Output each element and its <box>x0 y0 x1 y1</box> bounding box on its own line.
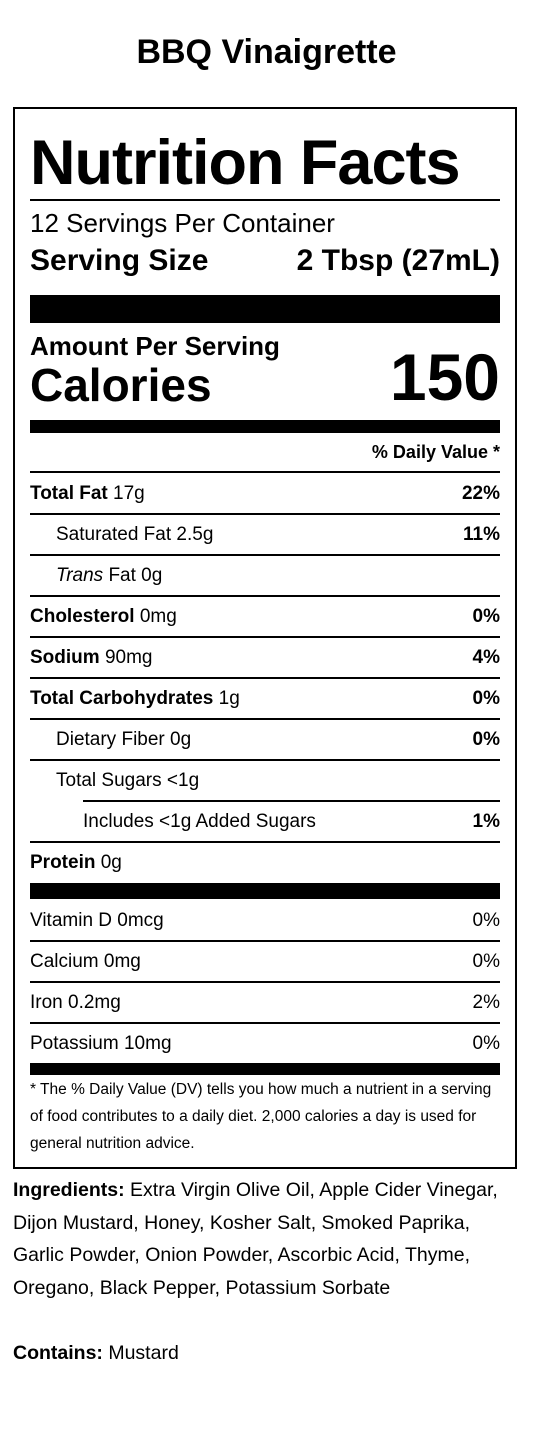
row-rule <box>30 636 500 638</box>
thick-rule-protein <box>30 883 500 899</box>
nutrient-label: Dietary Fiber <box>56 728 165 750</box>
vitamin-row-potassium: Potassium 10mg 0% <box>30 1023 500 1064</box>
vitamin-dv: 0% <box>472 909 500 931</box>
nutrient-label: Total Sugars <box>56 769 162 791</box>
vitamin-label: Potassium 10mg <box>30 1032 172 1054</box>
vitamin-label: Iron 0.2mg <box>30 991 121 1013</box>
nutrient-label: Protein <box>30 851 96 873</box>
nutrient-amount: 0g <box>170 728 192 750</box>
nutrient-label: Total Fat <box>30 482 108 504</box>
nutrient-row-total-sugars: Total Sugars <1g <box>30 760 500 801</box>
nutrient-label: Sodium <box>30 646 100 668</box>
thick-rule-bottom <box>30 1063 500 1075</box>
vitamin-label: Vitamin D 0mcg <box>30 909 164 931</box>
nutrient-label: Trans <box>56 564 104 586</box>
heading-rule <box>30 199 500 201</box>
nutrition-facts-heading: Nutrition Facts <box>30 128 461 198</box>
nutrient-amount: 0mg <box>139 605 177 627</box>
row-rule <box>30 759 500 761</box>
calories-value: 150 <box>389 340 500 414</box>
nutrient-label: Cholesterol <box>30 605 135 627</box>
allergen-statement: Contains: Mustard <box>13 1337 179 1369</box>
nutrient-row-dietary-fiber: Dietary Fiber 0g 0% <box>30 719 500 760</box>
nutrient-label: Includes <1g Added Sugars <box>83 810 316 832</box>
row-rule <box>30 718 500 720</box>
daily-value-footnote: * The % Daily Value (DV) tells you how m… <box>30 1081 492 1152</box>
nutrient-label: Total Carbohydrates <box>30 687 214 709</box>
row-rule <box>30 1022 500 1024</box>
ingredients-label: Ingredients: <box>13 1179 125 1201</box>
serving-size-label: Serving Size <box>30 244 209 277</box>
product-title: BBQ Vinaigrette <box>136 33 397 71</box>
contains-text: Mustard <box>108 1342 179 1364</box>
vitamin-row-iron: Iron 0.2mg 2% <box>30 982 500 1023</box>
nutrient-amount: 17g <box>113 482 145 504</box>
calories-label: Calories <box>30 359 212 411</box>
nutrient-row-cholesterol: Cholesterol 0mg 0% <box>30 596 500 637</box>
vitamin-dv: 0% <box>472 1032 500 1054</box>
nutrient-dv: 0% <box>472 687 500 709</box>
nutrient-dv: 22% <box>461 482 500 504</box>
serving-size-line: Serving Size 2 Tbsp (27mL) <box>30 243 500 279</box>
daily-value-header: % Daily Value * <box>371 442 500 462</box>
nutrient-amount: Fat 0g <box>108 564 163 586</box>
nutrient-row-trans-fat: Trans Fat 0g <box>30 555 500 596</box>
ingredients-text: Extra Virgin Olive Oil, Apple Cider Vine… <box>13 1179 498 1299</box>
nutrient-row-saturated-fat: Saturated Fat 2.5g 11% <box>30 514 500 555</box>
nutrient-row-protein: Protein 0g <box>30 842 500 883</box>
nutrient-row-sodium: Sodium 90mg 4% <box>30 637 500 678</box>
nutrient-row-added-sugars: Includes <1g Added Sugars 1% <box>30 801 500 842</box>
row-rule <box>30 677 500 679</box>
nutrient-dv: 4% <box>472 646 500 668</box>
nutrient-dv: 0% <box>472 728 500 750</box>
row-rule <box>30 554 500 556</box>
row-rule <box>30 940 500 942</box>
row-rule <box>30 981 500 983</box>
amount-per-serving: Amount Per Serving <box>30 331 280 361</box>
row-rule <box>30 513 500 515</box>
nutrient-row-total-fat: Total Fat 17g 22% <box>30 473 500 514</box>
thick-rule-top <box>30 295 500 323</box>
vitamin-dv: 0% <box>472 950 500 972</box>
serving-size-value: 2 Tbsp (27mL) <box>296 244 500 277</box>
dv-rule <box>30 471 500 473</box>
nutrient-row-total-carbohydrates: Total Carbohydrates 1g 0% <box>30 678 500 719</box>
row-rule-indented <box>83 800 500 802</box>
vitamin-row-calcium: Calcium 0mg 0% <box>30 941 500 982</box>
contains-label: Contains: <box>13 1342 103 1364</box>
nutrient-dv: 0% <box>472 605 500 627</box>
row-rule <box>30 841 500 843</box>
nutrient-amount: 1g <box>218 687 240 709</box>
nutrient-amount: <1g <box>166 769 200 791</box>
vitamin-row-vitamin-d: Vitamin D 0mcg 0% <box>30 900 500 941</box>
servings-per-container: 12 Servings Per Container <box>30 208 335 238</box>
nutrient-amount: 90mg <box>104 646 153 668</box>
nutrition-facts-panel: Nutrition Facts 12 Servings Per Containe… <box>13 107 517 1169</box>
row-rule <box>30 595 500 597</box>
vitamin-dv: 2% <box>472 991 500 1013</box>
vitamin-label: Calcium 0mg <box>30 950 141 972</box>
nutrient-amount: 2.5g <box>176 523 214 545</box>
nutrient-amount: 0g <box>100 851 122 873</box>
nutrient-dv: 11% <box>463 523 500 545</box>
nutrient-label: Saturated Fat <box>56 523 172 545</box>
ingredients-statement: Ingredients: Extra Virgin Olive Oil, App… <box>13 1174 518 1304</box>
thick-rule-calories <box>30 420 500 433</box>
nutrient-dv: 1% <box>472 810 500 832</box>
